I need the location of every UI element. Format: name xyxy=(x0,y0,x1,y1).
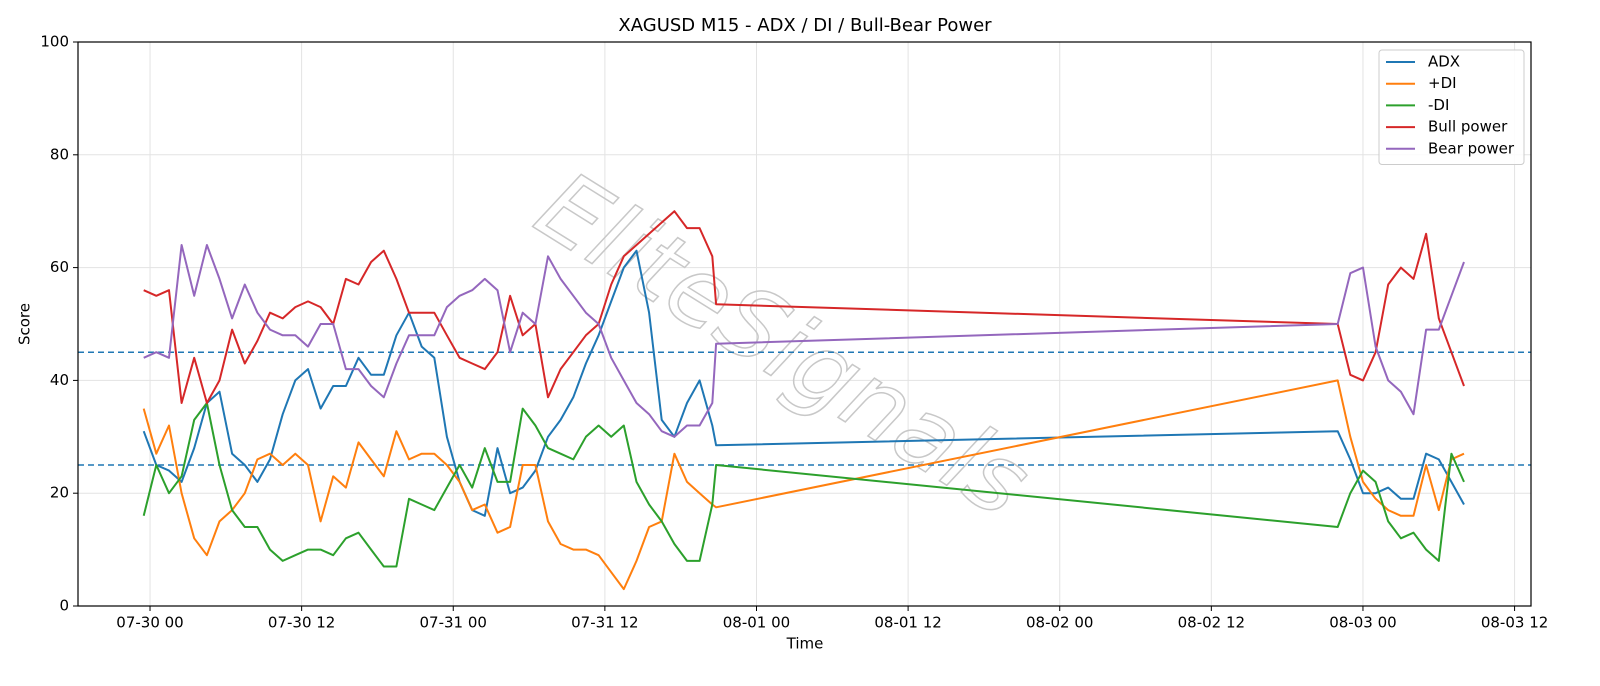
plot-frame xyxy=(77,41,1532,607)
y-tick-label: 100 xyxy=(40,33,69,51)
x-tick-label: 08-02 00 xyxy=(1026,614,1093,632)
x-tick-label: 07-30 00 xyxy=(116,614,183,632)
series-line xyxy=(142,249,1465,517)
x-tick-label: 08-03 12 xyxy=(1481,614,1548,632)
legend-label: -DI xyxy=(1428,96,1449,114)
series-line xyxy=(143,244,1465,438)
chart-title: XAGUSD M15 - ADX / DI / Bull-Bear Power xyxy=(618,15,992,36)
legend-label: Bear power xyxy=(1428,139,1515,157)
y-tick-label: 80 xyxy=(50,145,69,163)
x-tick-label: 07-31 12 xyxy=(571,614,638,632)
series-line xyxy=(142,379,1465,591)
x-tick-label: 08-02 12 xyxy=(1178,614,1245,632)
legend-label: +DI xyxy=(1428,74,1457,92)
legend-label: Bull power xyxy=(1428,118,1508,136)
y-tick-label: 0 xyxy=(59,597,69,615)
x-axis-label: Time xyxy=(786,635,824,653)
watermark: EliteSignals xyxy=(518,150,1049,539)
y-tick-label: 20 xyxy=(50,484,69,502)
x-tick-label: 08-03 00 xyxy=(1329,614,1396,632)
series-line xyxy=(142,402,1465,568)
legend-label: ADX xyxy=(1428,53,1460,71)
x-tick-label: 08-01 00 xyxy=(723,614,790,632)
legend-box xyxy=(1378,49,1525,165)
y-tick-label: 60 xyxy=(50,258,69,276)
y-axis-label: Score xyxy=(16,303,34,345)
x-tick-label: 08-01 12 xyxy=(874,614,941,632)
x-tick-label: 07-30 12 xyxy=(268,614,335,632)
x-tick-label: 07-31 00 xyxy=(420,614,487,632)
y-tick-label: 40 xyxy=(50,371,69,389)
